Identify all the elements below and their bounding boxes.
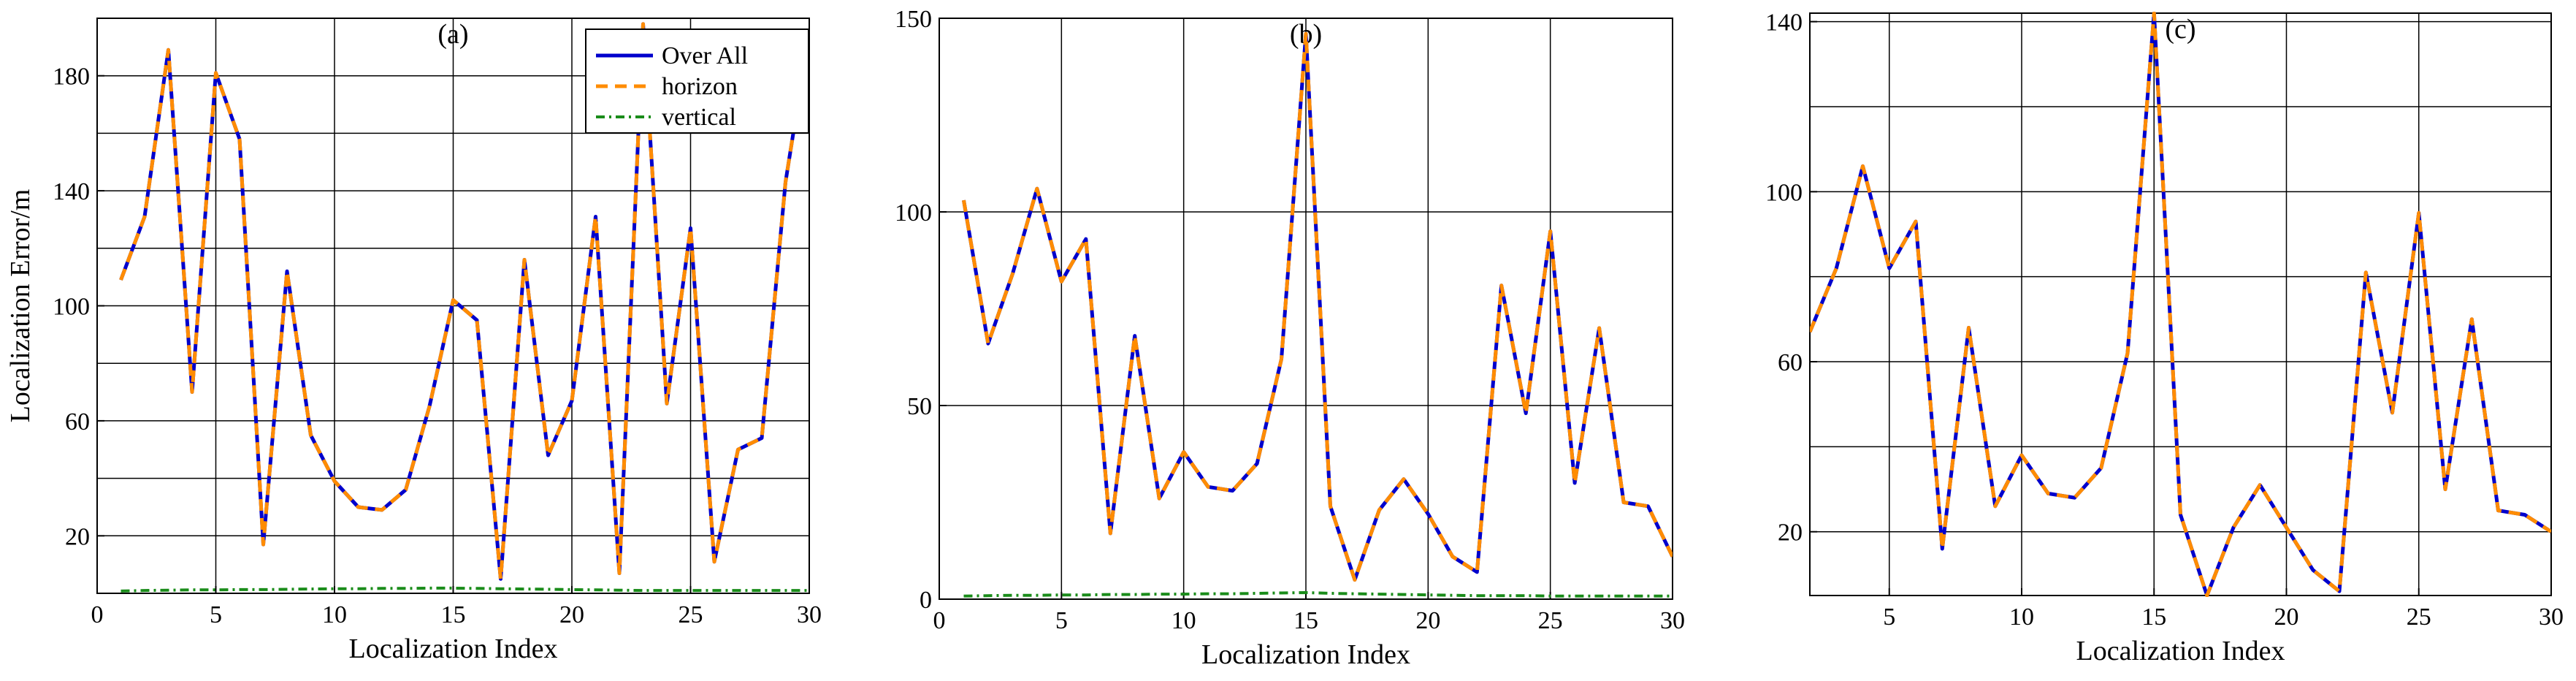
plot-frame [1809, 12, 2552, 596]
y-tick-label: 140 [53, 178, 90, 205]
x-tick-label: 5 [1055, 607, 1068, 634]
y-tick-label: 180 [53, 64, 90, 91]
chart-panel-1: 0 5 10 15 20 25 30 20 60 100 140 180 Localization In… [5, 18, 822, 664]
panel-title: (a) [437, 19, 468, 50]
x-axis-label: Localization Index [2076, 636, 2285, 666]
x-axis-label: Localization Index [349, 634, 558, 664]
x-tick-label: 10 [322, 601, 347, 628]
x-tick-label: 20 [1415, 607, 1440, 634]
y-tick-label: 150 [895, 6, 932, 33]
y-tick-label: 0 [920, 587, 932, 614]
panel-title: (c) [2165, 14, 2195, 45]
y-axis-label: Localization Error/m [5, 189, 36, 423]
x-tick-label: 30 [2539, 604, 2564, 631]
x-tick-label: 15 [441, 601, 466, 628]
y-tick-label: 20 [65, 523, 90, 550]
x-tick-label: 20 [2274, 604, 2299, 631]
x-tick-label: 15 [2141, 604, 2166, 631]
y-tick-label: 50 [907, 393, 932, 420]
x-tick-label: 30 [1660, 607, 1685, 634]
x-axis-label: Localization Index [1201, 639, 1410, 670]
x-tick-label: 0 [91, 601, 104, 628]
x-tick-label: 10 [2009, 604, 2034, 631]
y-tick-label: 100 [895, 199, 932, 227]
x-tick-label: 0 [933, 607, 946, 634]
series-line-vertical [121, 586, 809, 593]
chart-panel-3: 5 10 15 20 25 30 20 60 100 140 Localization Index (… [1765, 9, 2564, 666]
legend: Over All horizon vertical [585, 28, 809, 134]
x-tick-label: 25 [1538, 607, 1563, 634]
x-tick-label: 30 [797, 601, 822, 628]
x-tick-label: 15 [1293, 607, 1318, 634]
x-tick-label: 5 [1883, 604, 1895, 631]
x-tick-label: 20 [559, 601, 584, 628]
y-tick-label: 60 [65, 408, 90, 435]
legend-label: Over All [662, 42, 748, 69]
legend-box [585, 28, 809, 134]
x-tick-label: 10 [1172, 607, 1196, 634]
y-tick-label: 100 [53, 294, 90, 321]
x-tick-label: 25 [679, 601, 703, 628]
y-tick-label: 60 [1778, 349, 1803, 376]
x-tick-label: 5 [210, 601, 222, 628]
x-tick-label: 25 [2407, 604, 2431, 631]
legend-label: vertical [662, 104, 736, 131]
y-tick-label: 20 [1778, 520, 1803, 547]
series-line-horizon [119, 22, 809, 581]
y-tick-label: 100 [1765, 179, 1803, 206]
series-line-horizon [1810, 12, 2551, 597]
y-tick-label: 140 [1765, 9, 1803, 37]
legend-label: horizon [662, 73, 738, 100]
series-line-horizon [962, 31, 1673, 582]
